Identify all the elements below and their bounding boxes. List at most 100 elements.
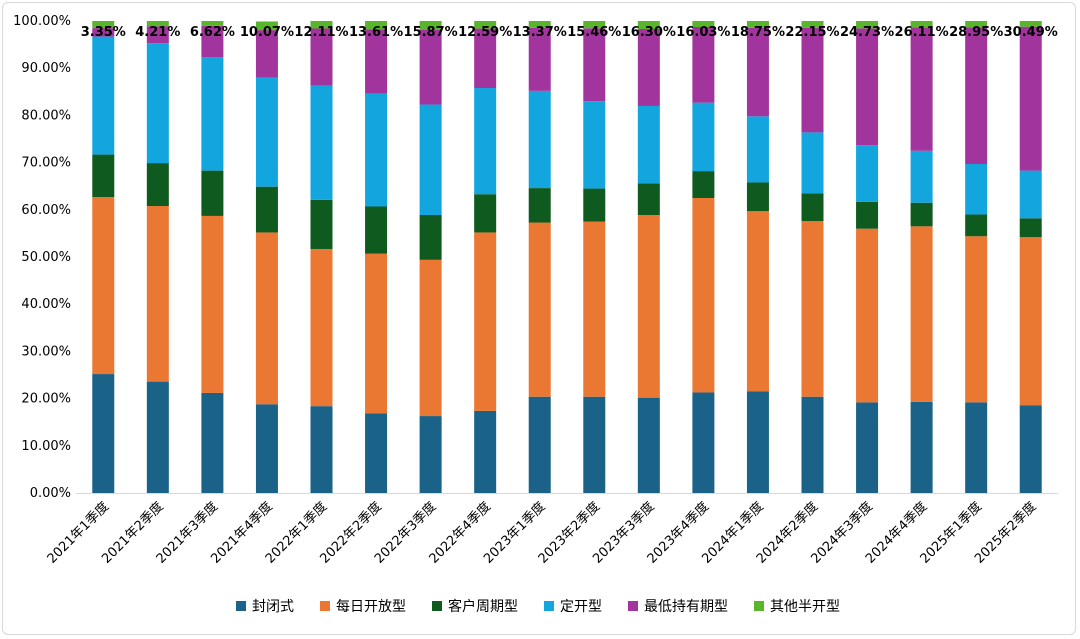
legend-label: 封闭式 xyxy=(252,599,294,615)
bar-segment xyxy=(856,228,879,403)
bar-segment xyxy=(92,374,115,493)
bar-segment xyxy=(910,226,933,402)
data-label: 15.46% xyxy=(567,25,621,40)
bar-segment xyxy=(419,29,442,105)
bar-segment xyxy=(92,154,115,198)
bar-segment xyxy=(965,164,988,215)
legend-swatch xyxy=(320,601,330,611)
bar-segment xyxy=(965,236,988,403)
bar-segment xyxy=(528,222,551,397)
bar-segment xyxy=(910,150,933,203)
bar-segment xyxy=(637,183,660,215)
bar-segment xyxy=(856,145,879,202)
bar-segment xyxy=(146,43,169,164)
bar-segment xyxy=(310,21,333,29)
bar-segment xyxy=(746,21,769,28)
data-label: 15.87% xyxy=(404,25,458,40)
bar-segment xyxy=(201,57,224,171)
bar-segment xyxy=(910,202,933,227)
data-label: 4.21% xyxy=(135,25,180,40)
bar-segment xyxy=(310,28,333,86)
legend-label: 每日开放型 xyxy=(336,599,406,615)
bar-segment xyxy=(856,201,879,229)
bar-segment xyxy=(856,28,879,146)
bar-segment xyxy=(692,171,715,198)
bar-segment xyxy=(692,21,715,27)
y-tick-label: 10.00% xyxy=(21,439,71,454)
data-label: 28.95% xyxy=(949,25,1003,40)
y-tick-label: 50.00% xyxy=(21,250,71,265)
bar-segment xyxy=(965,402,988,493)
bar-segment xyxy=(310,85,333,200)
bar-segment xyxy=(965,27,988,165)
bar-segment xyxy=(365,21,388,30)
bar-segment xyxy=(965,21,988,28)
bar-segment xyxy=(528,188,551,223)
bar-segment xyxy=(201,170,224,216)
data-label: 6.62% xyxy=(190,25,235,40)
bar-segment xyxy=(637,397,660,493)
bar-segment xyxy=(1019,170,1042,219)
bar-segment xyxy=(692,392,715,493)
bar-segment xyxy=(255,232,278,405)
bar-segment xyxy=(583,28,606,102)
bar-segment xyxy=(146,26,169,44)
data-label: 12.59% xyxy=(458,25,512,40)
bar-segment xyxy=(365,206,388,254)
legend-swatch xyxy=(754,601,764,611)
y-tick-label: 40.00% xyxy=(21,297,71,312)
bar-segment xyxy=(365,253,388,414)
bar-segment xyxy=(801,132,824,194)
legend-label: 客户周期型 xyxy=(448,598,518,615)
bar-segment xyxy=(474,88,497,195)
y-tick-label: 20.00% xyxy=(21,392,71,407)
bar-segment xyxy=(746,182,769,212)
bar-segment xyxy=(365,93,388,207)
data-label: 10.07% xyxy=(240,25,294,40)
bar-segment xyxy=(146,206,169,382)
bar-segment xyxy=(310,199,333,249)
bar-segment xyxy=(474,194,497,233)
bar-segment xyxy=(92,21,115,29)
bar-segment xyxy=(419,104,442,215)
bar-segment xyxy=(583,101,606,189)
bar-segment xyxy=(1019,26,1042,171)
bar-segment xyxy=(746,27,769,117)
bar-segment xyxy=(1019,237,1042,406)
bar-segment xyxy=(474,410,497,493)
bar-segment xyxy=(92,197,115,375)
data-label: 30.49% xyxy=(1004,25,1058,40)
bar-segment xyxy=(965,214,988,237)
bar-segment xyxy=(637,105,660,184)
bar-segment xyxy=(255,77,278,187)
bar-segment xyxy=(910,401,933,493)
bar-segment xyxy=(692,198,715,393)
y-tick-label: 90.00% xyxy=(21,61,71,76)
bar-segment xyxy=(528,21,551,28)
bar-segment xyxy=(419,214,442,260)
legend-label: 定开型 xyxy=(560,599,602,615)
bar-segment xyxy=(474,21,497,29)
bar-segment xyxy=(146,163,169,207)
bar-segment xyxy=(310,406,333,493)
legend-swatch xyxy=(432,601,442,611)
data-label: 16.30% xyxy=(622,25,676,40)
bar-segment xyxy=(692,26,715,103)
y-tick-label: 60.00% xyxy=(21,203,71,218)
bar-segment xyxy=(801,21,824,28)
data-label: 22.15% xyxy=(785,25,839,40)
bar-segment xyxy=(583,188,606,222)
y-tick-label: 100.00% xyxy=(13,14,71,29)
bar-segment xyxy=(746,211,769,392)
data-label: 16.03% xyxy=(676,25,730,40)
bar-segment xyxy=(528,396,551,493)
bar-segment xyxy=(474,28,497,89)
bar-segment xyxy=(255,30,278,78)
bar-segment xyxy=(801,193,824,222)
bar-segment xyxy=(146,381,169,493)
bar-segment xyxy=(255,21,278,31)
bar-segment xyxy=(746,116,769,183)
data-label: 18.75% xyxy=(731,25,785,40)
bar-segment xyxy=(419,416,442,493)
bar-segment xyxy=(583,21,606,29)
